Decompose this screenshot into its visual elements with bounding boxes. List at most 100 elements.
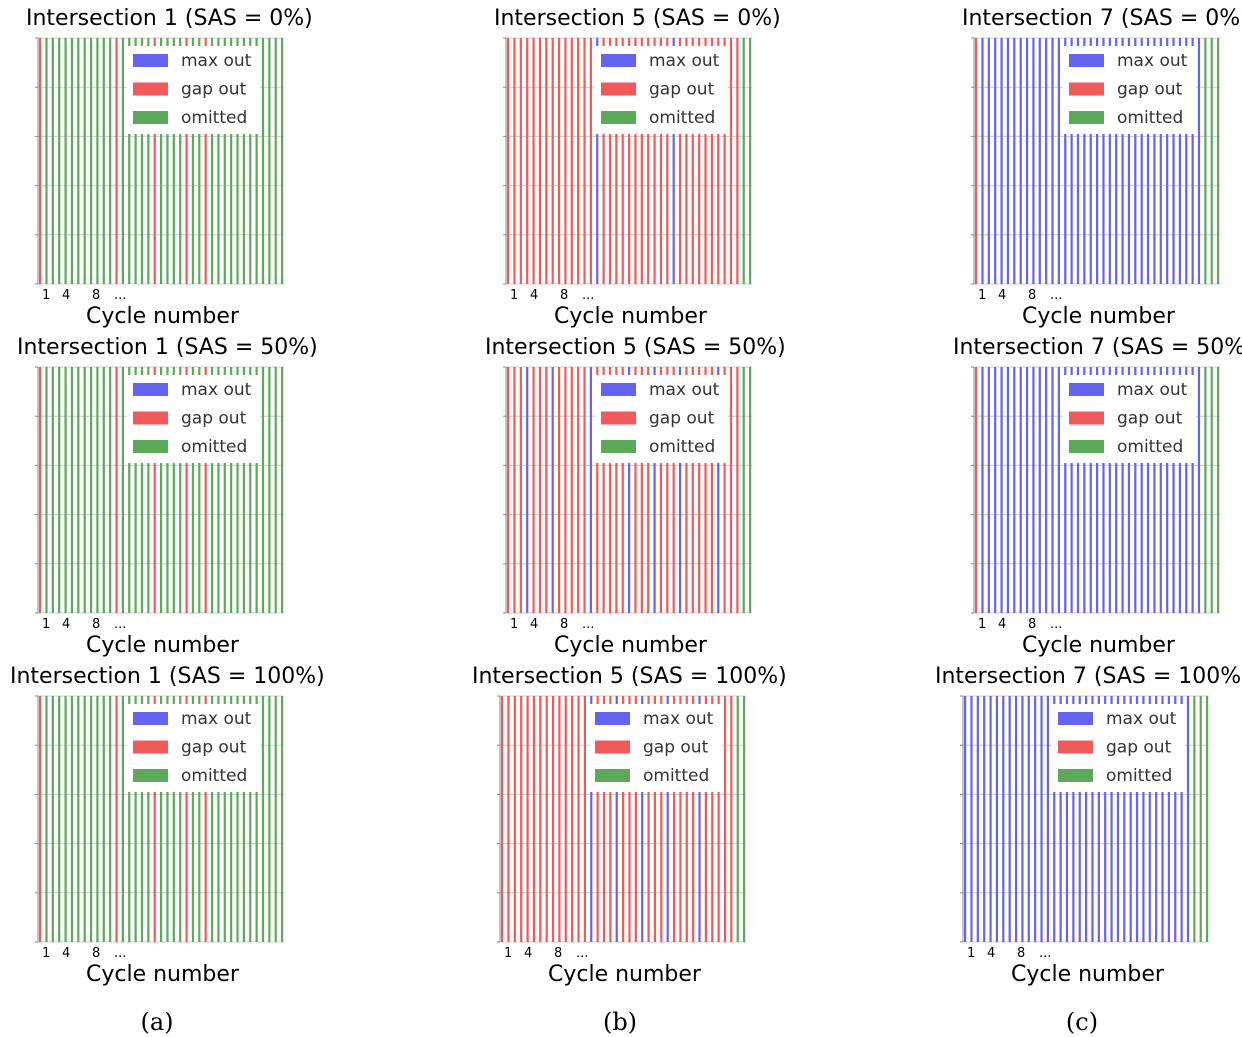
bar — [736, 696, 739, 942]
bar — [1000, 38, 1003, 284]
bar — [1140, 38, 1143, 284]
bar — [185, 38, 188, 284]
bar — [64, 367, 67, 613]
bar — [1102, 38, 1105, 284]
bar — [96, 696, 99, 942]
bar — [723, 696, 727, 942]
bar — [198, 696, 201, 942]
legend-label: gap out — [649, 409, 715, 429]
bar — [736, 38, 739, 284]
bar — [83, 38, 86, 284]
bar — [45, 696, 48, 942]
bar — [147, 367, 150, 613]
legend-swatch — [1069, 383, 1104, 396]
bar — [1180, 696, 1183, 942]
bar — [1153, 367, 1156, 613]
bar — [1185, 38, 1188, 284]
bar — [102, 696, 105, 942]
x-axis-label: Cycle number — [86, 304, 239, 329]
bar — [1083, 38, 1086, 284]
chart-title: Intersection 5 (SAS = 100%) — [472, 664, 787, 689]
bar — [1089, 38, 1092, 284]
x-tick-label: 4 — [998, 288, 1006, 303]
x-tick-label: 8 — [560, 617, 568, 632]
bar — [1032, 38, 1035, 284]
bar — [121, 367, 124, 613]
bar — [64, 696, 67, 942]
x-axis-label: Cycle number — [1011, 962, 1164, 987]
bar — [204, 367, 207, 613]
x-tick-label: 8 — [1017, 946, 1025, 961]
bar — [1019, 367, 1022, 613]
legend-label: omitted — [181, 766, 247, 786]
bar — [268, 367, 271, 613]
bar — [1135, 696, 1139, 942]
bar — [704, 367, 707, 613]
bar — [1013, 38, 1016, 284]
bar — [975, 38, 978, 284]
bar — [1148, 696, 1151, 942]
bar — [564, 38, 567, 284]
legend-label: max out — [649, 51, 720, 71]
bar — [640, 38, 643, 284]
bar — [1178, 367, 1181, 613]
bar — [628, 38, 631, 284]
bar — [1040, 696, 1043, 942]
bar — [729, 38, 733, 284]
bar — [1008, 696, 1011, 942]
bar — [666, 696, 669, 942]
bar — [223, 367, 226, 613]
bar — [160, 367, 163, 613]
x-axis-label: Cycle number — [1022, 633, 1175, 658]
bar — [557, 38, 561, 284]
bar — [1127, 367, 1131, 613]
bar — [51, 696, 54, 942]
legend-label: max out — [649, 380, 720, 400]
bar — [1096, 367, 1099, 613]
bar — [1076, 367, 1080, 613]
bar — [1159, 38, 1162, 284]
bar — [39, 38, 42, 284]
bar — [659, 367, 663, 613]
caption-c: (c) — [1065, 1008, 1099, 1036]
bar — [1210, 367, 1213, 613]
bar — [217, 38, 220, 284]
x-tick-label: 8 — [92, 946, 100, 961]
bar — [236, 38, 239, 284]
bar — [1197, 367, 1201, 613]
bar — [109, 696, 112, 942]
x-tick-label: 8 — [560, 288, 568, 303]
bar — [1115, 38, 1118, 284]
bar — [274, 367, 277, 613]
bar — [147, 696, 150, 942]
bar — [717, 696, 720, 942]
bar — [653, 367, 656, 613]
legend-swatch — [601, 411, 636, 425]
bar — [160, 696, 163, 942]
x-tick-label: 4 — [987, 946, 995, 961]
bar — [723, 38, 726, 284]
bar — [255, 38, 258, 284]
legend-label: omitted — [181, 108, 247, 128]
bar — [1089, 367, 1092, 613]
bar — [672, 38, 675, 284]
x-tick-label: 1 — [504, 946, 512, 961]
bar — [128, 38, 131, 284]
caption-a: (a) — [140, 1008, 174, 1036]
legend-label: gap out — [1117, 409, 1183, 429]
bar — [538, 38, 542, 284]
bar — [109, 38, 112, 284]
bar — [545, 367, 548, 613]
legend-label: max out — [1106, 709, 1177, 729]
bar — [1127, 38, 1131, 284]
legend-swatch — [601, 111, 636, 124]
bar — [77, 696, 80, 942]
bar — [198, 38, 201, 284]
legend-swatch — [133, 82, 168, 96]
legend-swatch — [1069, 111, 1104, 124]
bar — [557, 367, 561, 613]
bar — [89, 38, 93, 284]
legend-swatch — [133, 769, 168, 782]
x-tick-label: 1 — [978, 288, 986, 303]
bar — [501, 696, 504, 942]
